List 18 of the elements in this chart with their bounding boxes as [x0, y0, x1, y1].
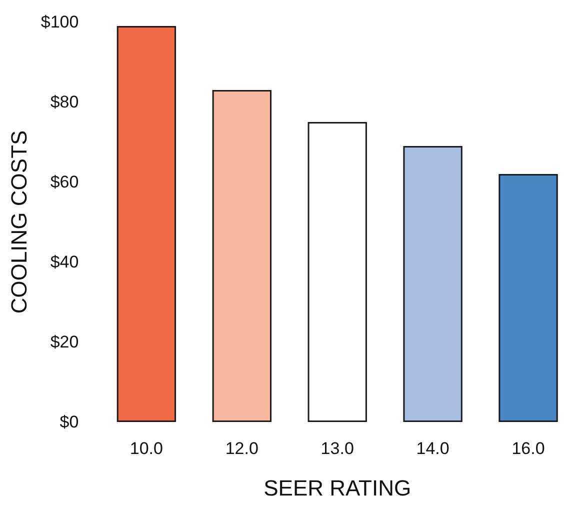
bar [308, 122, 367, 422]
y-tick-label: $80 [50, 92, 79, 112]
bar [498, 174, 558, 422]
y-tick-label: $0 [60, 412, 79, 432]
x-tick-label: 16.0 [512, 439, 545, 458]
x-axis-title: SEER RATING [264, 476, 412, 500]
y-tick-label: $40 [50, 252, 79, 272]
x-tick-label: 13.0 [320, 439, 354, 458]
y-tick-label: $60 [50, 172, 79, 192]
x-tick-label: 12.0 [225, 439, 258, 458]
x-tick-label: 10.0 [130, 439, 163, 458]
y-tick-label: $100 [40, 12, 79, 32]
y-axis-title: COOLING COSTS [6, 130, 32, 314]
bar [116, 26, 176, 422]
y-tick-label: $20 [50, 332, 79, 352]
bar [212, 90, 272, 422]
bar [403, 146, 462, 422]
x-tick-label: 14.0 [416, 439, 450, 458]
